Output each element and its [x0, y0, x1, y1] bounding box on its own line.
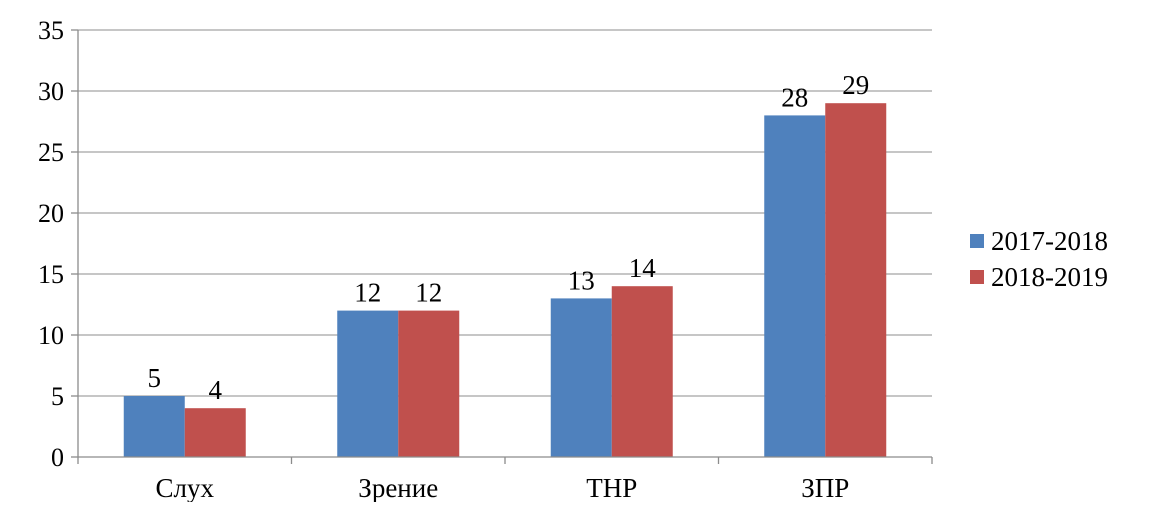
data-label: 12: [415, 278, 442, 308]
x-category-label: ТНР: [586, 473, 637, 502]
axes: [71, 29, 933, 464]
x-category-label: ЗПР: [801, 473, 849, 502]
bar-1-3: [550, 298, 612, 457]
y-tick-label: 10: [38, 321, 64, 350]
data-label: 14: [629, 253, 657, 283]
y-tick-label: 5: [51, 382, 64, 411]
bar-1-1: [123, 396, 185, 457]
legend-swatch-2: [970, 270, 984, 284]
y-tick-label: 0: [51, 443, 64, 472]
data-label: 29: [842, 70, 869, 100]
legend-label: 2018-2019: [991, 262, 1108, 292]
y-tick-label: 35: [38, 16, 64, 45]
bar-2-2: [398, 310, 460, 457]
data-label: 12: [354, 278, 381, 308]
bar-2-1: [184, 408, 246, 457]
bar-1-2: [337, 310, 399, 457]
data-label: 13: [568, 265, 595, 295]
y-tick-label: 15: [38, 260, 64, 289]
legend-label: 2017-2018: [991, 226, 1108, 256]
gridlines: [78, 29, 932, 397]
bar-2-4: [825, 103, 887, 457]
legend: 2017-2018 2018-2019: [970, 226, 1108, 292]
x-category-label: Слух: [156, 473, 215, 502]
data-label: 28: [781, 82, 808, 112]
y-tick-label: 30: [38, 77, 64, 106]
bar-1-4: [764, 115, 826, 458]
bars: [123, 103, 887, 458]
legend-swatch-1: [970, 234, 984, 248]
data-label: 5: [148, 363, 162, 393]
bar-2-3: [611, 286, 673, 457]
y-tick-label: 20: [38, 199, 64, 228]
labels: 0 5 10 15 20 25 30 35 5 4 Слух 12 12 Зрение 13 14 ТНР 28 2…: [38, 16, 869, 503]
data-label: 4: [209, 375, 223, 405]
x-category-label: Зрение: [358, 473, 438, 502]
y-tick-label: 25: [38, 138, 64, 167]
